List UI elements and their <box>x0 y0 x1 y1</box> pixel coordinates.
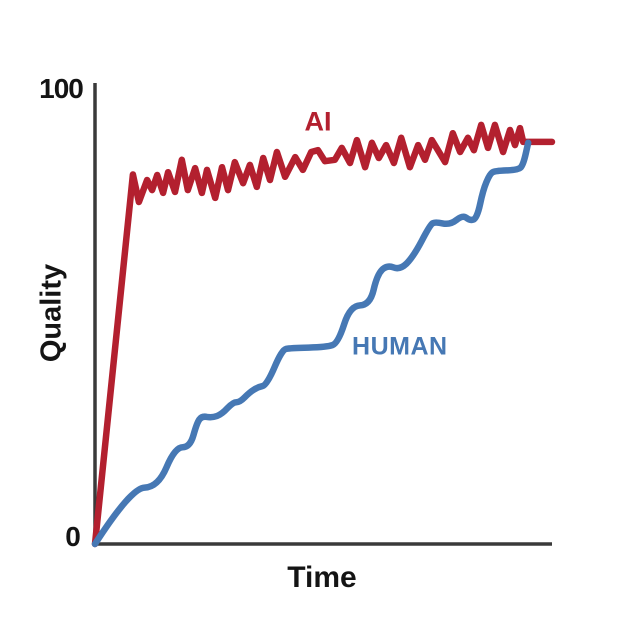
human-line <box>91 139 532 548</box>
y-axis-title: Quality <box>35 263 68 363</box>
x-axis-title: Time <box>287 561 357 594</box>
human-series-label: HUMAN <box>352 332 448 361</box>
ai-line <box>91 121 556 548</box>
y-axis-tick-0: 0 <box>65 521 81 552</box>
ai-series-label: AI <box>304 106 332 137</box>
y-axis-tick-100: 100 <box>39 73 84 104</box>
